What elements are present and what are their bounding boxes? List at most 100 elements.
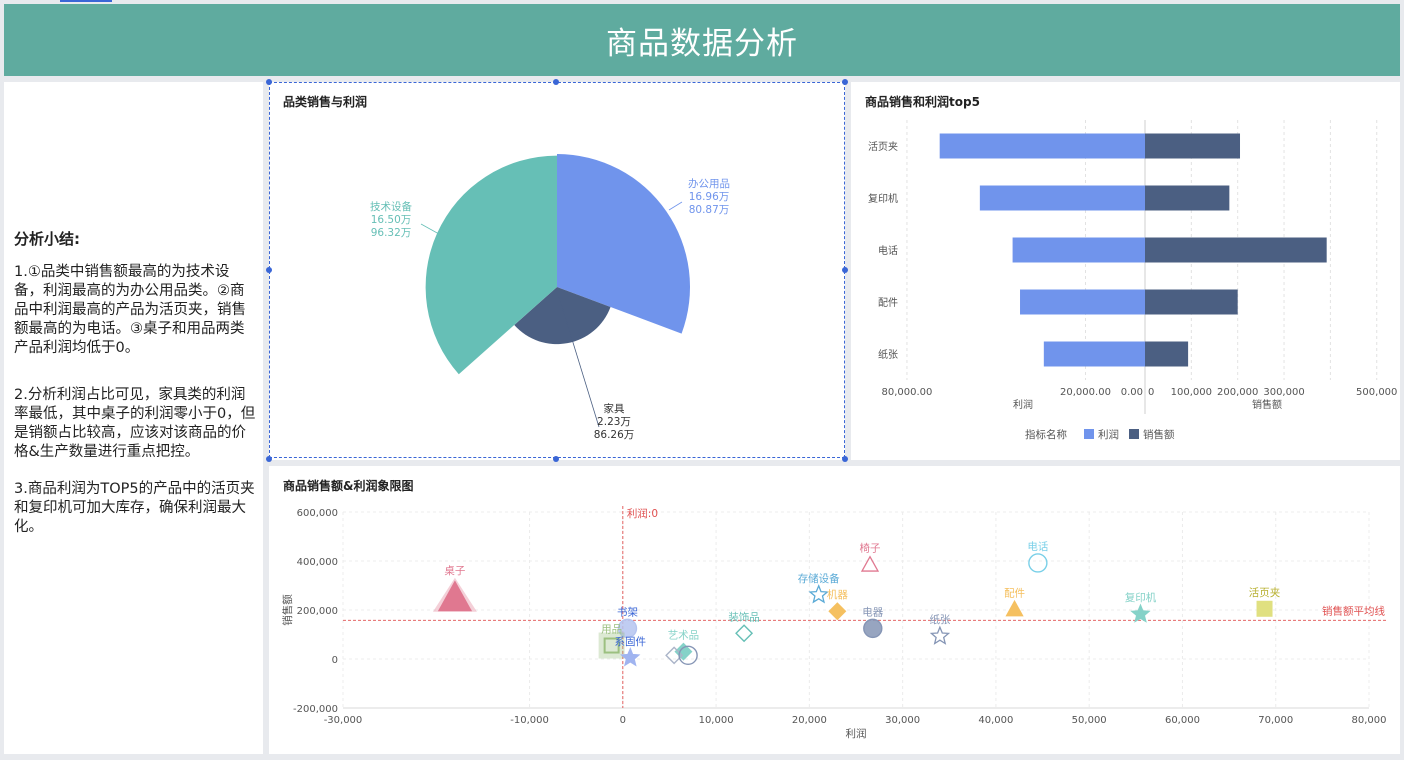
resize-handle-tl[interactable]: [266, 79, 272, 85]
scatter-point-3[interactable]: [808, 584, 829, 604]
scatter-point-label-12: 用品: [601, 624, 622, 636]
scatter-y-label: 销售额: [281, 594, 294, 626]
scatter-point-label-11: 书架: [617, 606, 638, 618]
pie-slice-2[interactable]: [425, 155, 557, 375]
scatter-x-tick-0: -30,000: [324, 715, 363, 726]
scatter-point-5[interactable]: [1005, 599, 1024, 617]
scatter-point-2[interactable]: [1028, 553, 1048, 573]
bar-legend-swatch-profit: [1084, 429, 1094, 439]
sales-bar-2[interactable]: [1145, 237, 1327, 263]
bar-left-tick-2: 0.00: [1121, 387, 1143, 398]
pie-label-name-2: 技术设备: [370, 200, 412, 213]
scatter-point-1[interactable]: [860, 555, 880, 572]
scatter-point-label-4: 机器: [827, 588, 848, 601]
scatter-point-label-0: 桌子: [444, 564, 465, 577]
pie-label-name-0: 办公用品: [688, 177, 730, 190]
scatter-point-0[interactable]: [437, 580, 473, 612]
bar-legend-swatch-sales: [1129, 429, 1139, 439]
profit-bar-4[interactable]: [1043, 341, 1145, 367]
pie-label-sales-1: 86.26万: [594, 429, 635, 441]
resize-handle-r[interactable]: [842, 267, 848, 273]
pie-slice-1[interactable]: [514, 287, 611, 345]
pie-label-profit-1: 2.23万: [597, 416, 631, 428]
scatter-y-tick-2: 200,000: [297, 606, 338, 617]
summary-paragraph-3: 3.商品利润为TOP5的产品中的活页夹和复印机可加大库存，确保利润最大化。: [14, 481, 255, 535]
scatter-point-10[interactable]: [735, 624, 754, 643]
profit-bar-1[interactable]: [979, 185, 1145, 211]
profit-bar-0[interactable]: [939, 133, 1145, 159]
resize-handle-bl[interactable]: [266, 456, 272, 462]
profit-bar-2[interactable]: [1012, 237, 1145, 263]
bar-category-label-3: 配件: [878, 297, 898, 309]
bar-legend-label-profit: 利润: [1098, 428, 1119, 441]
bar-right-tick-3: 300,000: [1263, 387, 1304, 398]
sales-bar-0[interactable]: [1145, 133, 1241, 159]
pie-label-profit-2: 16.50万: [371, 214, 412, 226]
resize-handle-t[interactable]: [553, 79, 559, 85]
scatter-chart-title: 商品销售额&利润象限图: [283, 479, 414, 493]
bar-right-tick-2: 200,000: [1217, 387, 1258, 398]
scatter-point-label-14: 艺术品: [668, 630, 700, 642]
bar-right-axis-label: 销售额: [1252, 398, 1282, 411]
scatter-point-4[interactable]: [828, 602, 847, 621]
summary-paragraph-1: 1.①品类中销售额最高的为技术设备，利润最高的为办公用品类。②商品中利润最高的产…: [14, 264, 246, 356]
bar-right-tick-4: 500,000: [1356, 387, 1397, 398]
bar-category-label-1: 复印机: [868, 192, 898, 205]
top5-bar-panel[interactable]: 商品销售和利润top5 活页夹 复印机 电话 配件 纸张 80,000.00 20,000.…: [851, 82, 1400, 460]
quadrant-scatter-chart[interactable]: -30,000 -10,000 0 10,000 20,000 30,000 40,000 5…: [269, 466, 1400, 754]
summary-heading: 分析小结:: [14, 230, 80, 248]
bar-category-label-4: 纸张: [878, 348, 898, 361]
dashboard-header: 商品数据分析: [4, 4, 1400, 76]
scatter-point-11[interactable]: [617, 618, 638, 639]
scatter-y-tick-3: 0: [332, 655, 338, 666]
resize-handle-br[interactable]: [842, 456, 848, 462]
dashboard-title: 商品数据分析: [606, 25, 798, 62]
pie-slice-0[interactable]: [557, 154, 690, 334]
scatter-point-6[interactable]: [1130, 603, 1151, 623]
bar-right-tick-1: 100,000: [1171, 387, 1212, 398]
scatter-point-label-6: 复印机: [1125, 591, 1157, 604]
pie-label-line-0: [668, 201, 683, 211]
scatter-point-8[interactable]: [863, 618, 883, 639]
resize-handle-l[interactable]: [266, 267, 272, 273]
sales-bar-1[interactable]: [1145, 185, 1230, 211]
bar-left-tick-0: 80,000.00: [881, 387, 932, 398]
scatter-ref-x-label: 利润:0: [627, 507, 658, 520]
pie-label-sales-0: 80.87万: [689, 204, 730, 216]
scatter-point-9[interactable]: [929, 625, 951, 645]
pie-chart-title: 品类销售与利润: [283, 95, 368, 109]
analysis-summary-panel: 分析小结: 1.①品类中销售额最高的为技术设备，利润最高的为办公用品类。②商品中…: [4, 82, 263, 754]
pie-label-profit-0: 16.96万: [689, 191, 730, 203]
scatter-point-13[interactable]: [620, 647, 641, 667]
scatter-x-tick-6: 40,000: [978, 715, 1013, 726]
scatter-point-label-3: 存储设备: [798, 572, 840, 585]
bar-category-label-0: 活页夹: [868, 140, 898, 153]
scatter-x-tick-10: 80,000: [1352, 715, 1387, 726]
summary-paragraph-2: 2.分析利润占比可见，家具类的利润率最低，其中桌子的利润零小于0，但是销额占比较…: [14, 387, 256, 460]
scatter-x-label: 利润: [846, 727, 867, 740]
profit-bar-3[interactable]: [1020, 289, 1145, 315]
scatter-point-12[interactable]: [603, 637, 620, 654]
bar-category-label-2: 电话: [878, 244, 898, 257]
resize-handle-b[interactable]: [553, 456, 559, 462]
scatter-point-16[interactable]: [678, 645, 698, 666]
sales-bar-4[interactable]: [1145, 341, 1189, 367]
scatter-point-label-9: 纸张: [929, 613, 950, 626]
sales-bar-3[interactable]: [1145, 289, 1238, 315]
scatter-point-label-5: 配件: [1004, 587, 1025, 599]
pie-label-line-1: [558, 296, 600, 428]
bar-right-tick-0: 0: [1148, 387, 1154, 398]
category-pie-panel[interactable]: 品类销售与利润 办公用品 16.96万 80.87万 家具 2.23万 86.26万 技术设…: [269, 82, 845, 460]
scatter-y-tick-0: 600,000: [297, 508, 338, 519]
bar-legend-label-sales: 销售额: [1143, 428, 1175, 441]
scatter-point-7[interactable]: [1256, 600, 1273, 617]
scatter-x-tick-3: 10,000: [699, 715, 734, 726]
scatter-y-tick-1: 400,000: [297, 557, 338, 568]
quadrant-scatter-panel[interactable]: 商品销售额&利润象限图 -30,000 -10,000 0 10,000 20,000 3…: [269, 466, 1400, 754]
top-tab-indicator: [60, 0, 112, 2]
scatter-y-tick-4: -200,000: [293, 704, 338, 715]
resize-handle-tr[interactable]: [842, 79, 848, 85]
scatter-point-label-8: 电器: [862, 605, 883, 618]
